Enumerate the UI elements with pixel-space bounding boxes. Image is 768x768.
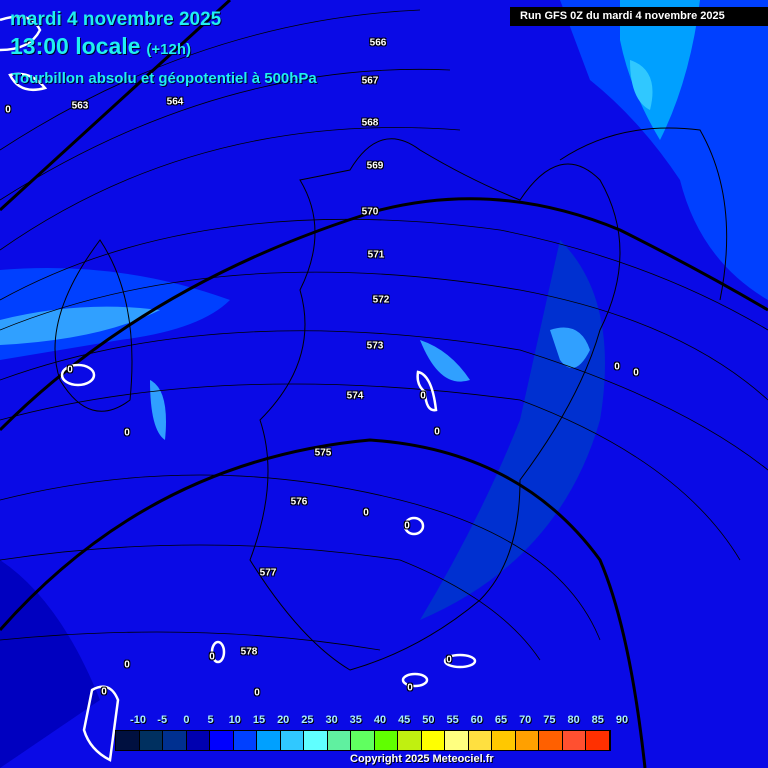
legend-tick: 55 — [446, 714, 459, 726]
legend-swatch — [421, 731, 445, 750]
legend-tick: 60 — [470, 714, 483, 726]
legend-tick: 10 — [228, 714, 241, 726]
contour-label: 572 — [372, 294, 390, 306]
forecast-time: 13:00 locale (+12h) — [10, 33, 191, 60]
legend-swatch — [257, 731, 281, 750]
legend-swatch — [186, 731, 210, 750]
zero-label: 0 — [407, 682, 413, 694]
legend-tick: 45 — [398, 714, 411, 726]
legend-swatch — [304, 731, 328, 750]
legend-swatch — [515, 731, 539, 750]
contour-label: 573 — [366, 340, 384, 352]
legend-swatch — [492, 731, 516, 750]
zero-label: 0 — [209, 651, 215, 663]
zero-label: 0 — [124, 659, 130, 671]
zero-label: 0 — [434, 426, 440, 438]
zero-label: 0 — [614, 361, 620, 373]
zero-label: 0 — [446, 654, 452, 666]
legend-swatch — [445, 731, 469, 750]
legend-tick: 65 — [494, 714, 508, 726]
legend-swatch — [351, 731, 375, 750]
contour-label: 578 — [240, 646, 258, 658]
legend-swatch — [163, 731, 187, 750]
legend-tick: 20 — [277, 714, 290, 726]
contour-label: 576 — [290, 496, 308, 508]
contour-label: 570 — [361, 206, 379, 218]
contour-label: 577 — [259, 567, 277, 579]
run-info: Run GFS 0Z du mardi 4 novembre 2025 — [510, 7, 768, 26]
legend-tick: 15 — [252, 714, 266, 726]
legend-tick: 90 — [615, 714, 629, 726]
legend-tick: 40 — [373, 714, 387, 726]
zero-label: 0 — [404, 520, 410, 532]
contour-label: 563 — [71, 100, 89, 112]
legend-tick: -10 — [130, 714, 146, 726]
legend-swatch — [562, 731, 586, 750]
legend-tick: 0 — [183, 714, 190, 726]
legend-swatch — [398, 731, 422, 750]
legend-swatch — [139, 731, 163, 750]
zero-label: 0 — [363, 507, 369, 519]
legend-swatch — [210, 731, 234, 750]
lead-time: (+12h) — [146, 41, 192, 58]
zero-label: 0 — [5, 104, 11, 116]
zero-label: 0 — [420, 390, 426, 402]
legend-tick: 75 — [543, 714, 556, 726]
legend-tick: 30 — [325, 714, 338, 726]
zero-label: 0 — [67, 364, 73, 376]
legend-tick: 25 — [301, 714, 314, 726]
contour-label: 575 — [314, 447, 332, 459]
legend-swatch — [586, 731, 610, 750]
legend-swatch — [116, 731, 140, 750]
contour-label: 566 — [369, 37, 387, 49]
legend-swatch — [539, 731, 563, 750]
contour-label: 569 — [366, 160, 384, 172]
contour-label: 574 — [346, 390, 364, 402]
legend-tick: 70 — [519, 714, 532, 726]
parameter-title: Tourbillon absolu et géopotentiel à 500h… — [12, 70, 317, 87]
zero-label: 0 — [124, 427, 130, 439]
forecast-date: mardi 4 novembre 2025 — [10, 9, 222, 30]
legend-swatch — [374, 731, 398, 750]
legend-tick: 50 — [422, 714, 435, 726]
legend-swatch — [233, 731, 257, 750]
zero-label: 0 — [633, 367, 639, 379]
legend-swatch — [468, 731, 492, 750]
local-time: 13:00 locale — [10, 33, 141, 59]
zero-label: 0 — [254, 687, 260, 699]
copyright: Copyright 2025 Meteociel.fr — [350, 753, 494, 765]
legend-tick: -5 — [157, 714, 168, 726]
legend-tick: 80 — [567, 714, 580, 726]
legend-tick-labels: -10 -5 0 5 10 15 20 25 30 35 40 45 50 55 60 65 70 75 80 85 9… — [108, 714, 653, 728]
legend-tick: 5 — [207, 714, 214, 726]
contour-label: 567 — [361, 75, 379, 87]
legend-swatch — [327, 731, 351, 750]
coastlines — [54, 127, 728, 671]
color-legend — [115, 730, 611, 751]
zero-vorticity-contours — [0, 15, 477, 762]
thin-geopotential-lines — [0, 9, 768, 661]
contour-label: 564 — [166, 96, 184, 108]
legend-tick: 35 — [349, 714, 362, 726]
contour-label: 571 — [367, 249, 385, 261]
legend-swatch — [280, 731, 304, 750]
zero-label: 0 — [101, 686, 107, 698]
contour-label: 568 — [361, 117, 379, 129]
legend-tick: 85 — [591, 714, 604, 726]
